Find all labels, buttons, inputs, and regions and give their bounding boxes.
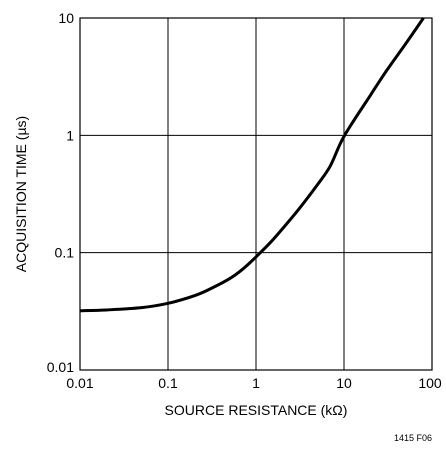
y-tick-labels: 0.01 0.1 1 10 <box>47 10 74 375</box>
figure-id: 1415 F06 <box>394 433 432 443</box>
y-tick-label: 0.1 <box>55 245 75 261</box>
y-tick-label: 1 <box>66 127 74 143</box>
x-tick-label: 10 <box>336 375 352 391</box>
x-tick-labels: 0.01 0.1 1 10 100 <box>66 375 442 391</box>
y-axis-label: ACQUISITION TIME (µs) <box>13 116 29 272</box>
x-tick-label: 0.1 <box>158 375 178 391</box>
plot-frame <box>79 17 433 371</box>
x-axis-label: SOURCE RESISTANCE (kΩ) <box>165 402 348 418</box>
x-tick-label: 1 <box>252 375 260 391</box>
y-tick-label: 0.01 <box>47 359 74 375</box>
x-tick-label: 100 <box>418 375 442 391</box>
series-line <box>79 17 425 313</box>
grid-lines <box>80 18 432 370</box>
x-tick-label: 0.01 <box>66 375 93 391</box>
y-tick-label: 10 <box>58 10 74 26</box>
